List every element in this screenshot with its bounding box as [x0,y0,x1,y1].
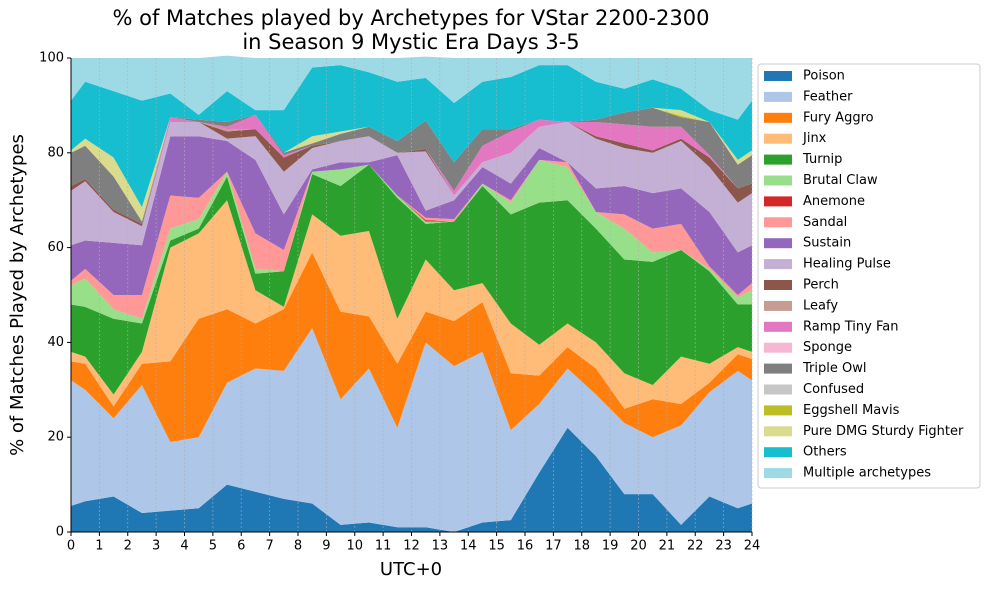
x-tick-label: 8 [294,539,302,554]
legend-swatch [764,363,792,374]
legend-label: Jinx [802,131,827,146]
x-tick-label: 7 [265,539,273,554]
legend-swatch [764,217,792,228]
legend-label: Sustain [803,236,851,251]
legend-box [757,63,981,489]
legend-label: Ramp Tiny Fan [803,319,898,334]
x-tick-label: 19 [602,539,619,554]
legend-swatch [764,133,792,144]
legend-swatch [764,384,792,395]
area [71,107,752,222]
x-tick-label: 0 [67,539,75,554]
legend-swatch [764,71,792,81]
legend-swatch [764,238,792,249]
chart-title: in Season 9 Mystic Era Days 3-5 [242,30,579,54]
area [71,159,752,319]
x-tick-label: 6 [237,539,245,554]
legend-label: Pure DMG Sturdy Fighter [803,424,964,439]
legend-label: Others [803,445,847,460]
legend-swatch [764,300,792,311]
legend-swatch [764,112,792,123]
x-tick-label: 18 [573,539,590,554]
x-tick-label: 20 [630,539,647,554]
legend-label: Triple Owl [802,361,866,376]
legend-label: Leafy [803,298,838,313]
legend-swatch [764,259,792,270]
x-tick-label: 2 [124,539,132,554]
legend-label: Feather [803,89,853,104]
legend-swatch [764,280,792,290]
x-tick-label: 21 [659,539,676,554]
legend-label: Sponge [803,340,852,355]
x-tick-label: 24 [744,539,761,554]
plot-area [70,55,753,532]
legend-swatch [764,405,792,416]
x-tick-label: 5 [209,539,217,554]
x-tick-label: 1 [95,539,103,554]
x-tick-label: 17 [545,539,562,554]
y-tick-label: 0 [56,525,64,540]
x-tick-label: 13 [432,539,449,554]
area [71,200,752,409]
x-tick-label: 4 [180,539,188,554]
y-tick-label: 20 [47,430,64,445]
legend-label: Turnip [802,152,842,167]
x-tick-label: 14 [460,539,477,554]
x-tick-label: 23 [715,539,732,554]
y-tick-label: 100 [39,51,64,66]
x-tick-label: 3 [152,539,160,554]
legend-label: Eggshell Mavis [803,403,900,418]
y-tick-label: 60 [47,240,64,255]
legend-swatch [764,426,792,437]
y-tick-label: 80 [47,145,64,160]
legend: Poison Feather Fury Aggro Jinx Turnip Brutal … [764,69,964,481]
legend-label: Anemone [803,194,865,209]
legend-swatch [764,175,792,186]
y-axis-label: % of Matches Played by Archetypes [7,134,28,456]
x-axis-label: UTC+0 [380,559,442,580]
legend-label: Perch [803,278,839,293]
legend-label: Brutal Claw [803,173,878,188]
chart-title: % of Matches played by Archetypes for VS… [113,6,710,30]
x-tick-label: 9 [322,539,330,554]
legend-label: Multiple archetypes [803,466,931,481]
legend-swatch [764,342,792,353]
legend-swatch [764,154,792,165]
legend-label: Fury Aggro [803,110,874,125]
legend-swatch [764,196,792,207]
area [71,65,752,208]
legend-label: Poison [803,69,845,84]
legend-label: Sandal [803,215,847,230]
area [71,427,752,532]
legend-swatch [764,321,792,332]
legend-label: Healing Pulse [803,257,891,272]
legend-swatch [764,447,792,458]
legend-swatch [764,468,792,479]
x-tick-label: 16 [517,539,534,554]
legend-label: Confused [803,382,864,397]
x-tick-label: 22 [687,539,704,554]
x-tick-label: 15 [488,539,505,554]
area [71,159,752,324]
x-tick-label: 11 [375,539,392,554]
x-tick-label: 10 [346,539,363,554]
legend-swatch [764,91,792,102]
y-tick-label: 40 [47,335,64,350]
x-tick-label: 12 [403,539,420,554]
